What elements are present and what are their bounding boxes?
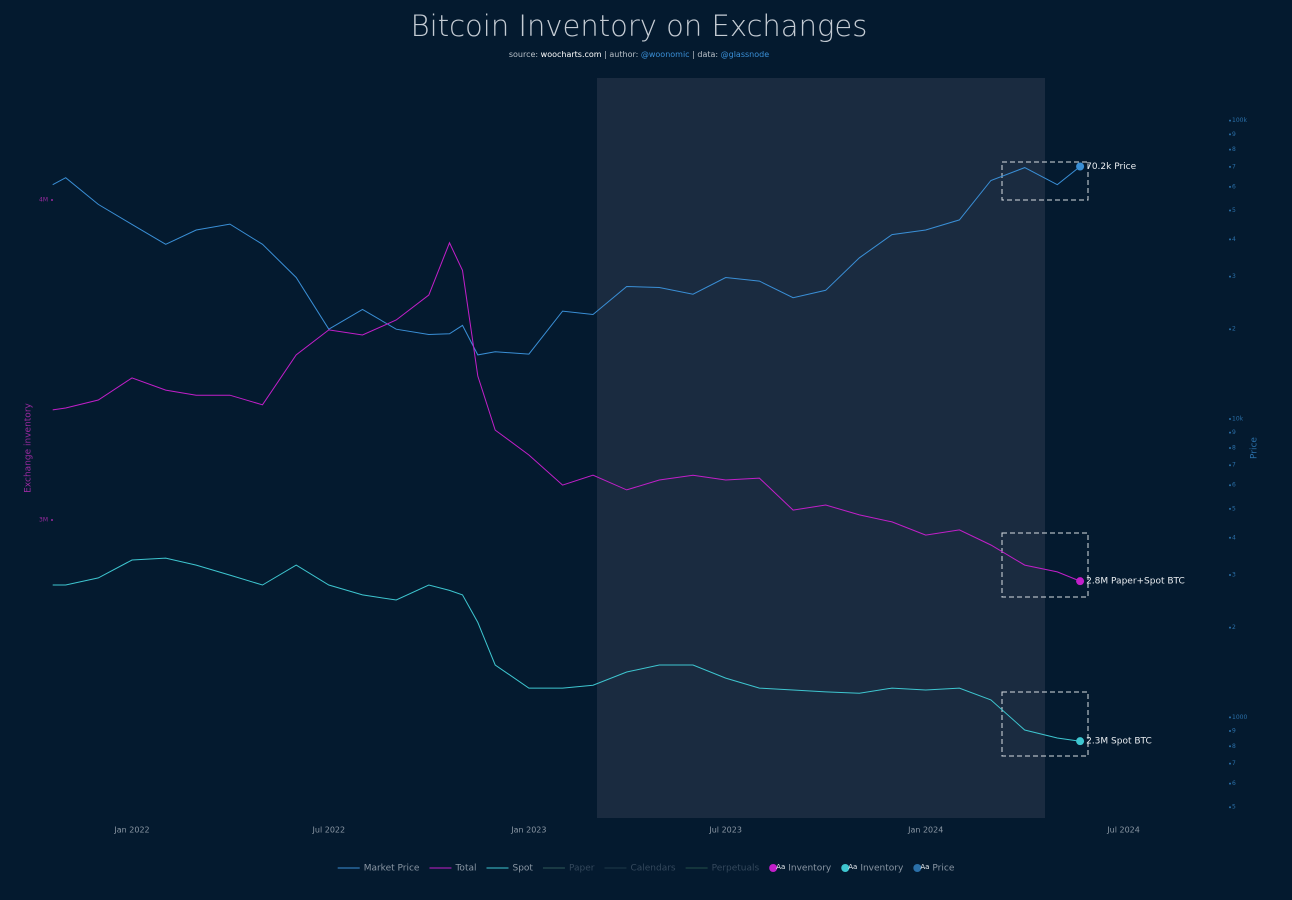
chart-subtitle: source: woocharts.com | author: @woonomi… bbox=[509, 50, 769, 59]
subtitle-part: @glassnode bbox=[721, 50, 770, 59]
y-tick-label: 4M bbox=[39, 196, 48, 203]
y2-tick-label: 4 bbox=[1232, 236, 1236, 243]
legend-label: Calendars bbox=[630, 864, 675, 874]
y2-tick-mark bbox=[1229, 484, 1231, 487]
x-tick-label: Jul 2022 bbox=[312, 826, 346, 835]
legend-label: Perpetuals bbox=[712, 864, 760, 874]
y-tick-mark bbox=[51, 198, 53, 201]
y2-tick-label: 9 bbox=[1232, 429, 1236, 436]
series-line bbox=[52, 557, 1081, 742]
legend: Market Price Total Spot Paper Calendars Perpe… bbox=[337, 863, 955, 874]
y2-tick-label: 7 bbox=[1232, 760, 1236, 767]
y2-tick-mark bbox=[1229, 238, 1231, 241]
end-marker bbox=[1076, 162, 1085, 171]
y2-tick-mark bbox=[1229, 782, 1231, 785]
y2-axis-title: Price bbox=[1250, 437, 1260, 459]
y2-tick-label: 7 bbox=[1232, 462, 1236, 469]
legend-label: Inventory bbox=[860, 864, 904, 874]
y2-tick-label: 5 bbox=[1232, 804, 1236, 811]
legend-label: Total bbox=[454, 864, 476, 874]
end-marker bbox=[1076, 577, 1085, 586]
legend-label: Price bbox=[932, 864, 954, 874]
y2-tick-mark bbox=[1229, 730, 1231, 733]
subtitle-part: @woonomic bbox=[641, 50, 690, 59]
annotation: 70.2k Price bbox=[1086, 162, 1137, 172]
y2-tick-mark bbox=[1229, 119, 1231, 122]
y2-tick-mark bbox=[1229, 762, 1231, 765]
highlight-box bbox=[1001, 161, 1089, 201]
y2-tick-mark bbox=[1229, 133, 1231, 136]
y2-tick-label: 8 bbox=[1232, 146, 1236, 153]
legend-symbol: Aa bbox=[920, 863, 929, 871]
chart-title: Bitcoin Inventory on Exchanges bbox=[411, 9, 868, 43]
y2-tick-label: 6 bbox=[1232, 183, 1236, 190]
y-tick-label: 3M bbox=[39, 517, 48, 524]
annotation: 2.3M Spot BTC bbox=[1086, 737, 1152, 747]
end-marker bbox=[1076, 737, 1085, 746]
y2-tick-mark bbox=[1229, 418, 1231, 421]
y2-tick-mark bbox=[1229, 464, 1231, 467]
y2-tick-label: 3 bbox=[1232, 572, 1236, 579]
y2-tick-mark bbox=[1229, 745, 1231, 748]
y2-tick-mark bbox=[1229, 446, 1231, 449]
y2-tick-label: 8 bbox=[1232, 444, 1236, 451]
y2-tick-label: 3 bbox=[1232, 273, 1236, 280]
y2-tick-mark bbox=[1229, 328, 1231, 331]
annotation: 2.8M Paper+Spot BTC bbox=[1086, 577, 1185, 587]
y2-tick-mark bbox=[1229, 507, 1231, 510]
legend-symbol: Aa bbox=[776, 863, 785, 871]
y-tick-mark bbox=[51, 519, 53, 522]
y2-tick-mark bbox=[1229, 536, 1231, 539]
y2-tick-label: 5 bbox=[1232, 207, 1236, 214]
subtitle-part: source: bbox=[509, 50, 541, 59]
legend-marker bbox=[769, 864, 778, 872]
y2-tick-label: 2 bbox=[1232, 326, 1236, 333]
highlight-boxes bbox=[1001, 161, 1089, 757]
y2-tick-mark bbox=[1229, 431, 1231, 434]
y-axis-title: Exchange inventory bbox=[24, 402, 34, 492]
legend-marker bbox=[913, 864, 922, 872]
y2-tick-label: 6 bbox=[1232, 780, 1236, 787]
y2-tick-mark bbox=[1229, 185, 1231, 188]
y2-tick-mark bbox=[1229, 165, 1231, 168]
legend-label: Paper bbox=[569, 864, 595, 874]
x-tick-label: Jan 2024 bbox=[907, 826, 943, 835]
y2-tick-label: 4 bbox=[1232, 534, 1236, 541]
y2-tick-label: 8 bbox=[1232, 743, 1236, 750]
y2-tick-mark bbox=[1229, 275, 1231, 278]
y2-tick-mark bbox=[1229, 574, 1231, 577]
subtitle-part: | author: bbox=[602, 50, 641, 59]
legend-label: Market Price bbox=[364, 864, 420, 874]
y2-tick-label: 2 bbox=[1232, 624, 1236, 631]
y2-tick-label: 9 bbox=[1232, 728, 1236, 735]
legend-marker bbox=[841, 864, 850, 872]
y2-tick-mark bbox=[1229, 209, 1231, 212]
series-line bbox=[52, 166, 1081, 356]
y2-tick-mark bbox=[1229, 626, 1231, 629]
y2-tick-mark bbox=[1229, 148, 1231, 151]
series-line bbox=[52, 241, 1081, 582]
x-tick-label: Jul 2024 bbox=[1106, 826, 1140, 835]
legend-label: Inventory bbox=[788, 864, 832, 874]
legend-symbol: Aa bbox=[848, 863, 857, 871]
subtitle-part: woocharts.com bbox=[541, 50, 602, 59]
y2-tick-label: 1000 bbox=[1232, 714, 1247, 721]
y2-tick-label: 7 bbox=[1232, 163, 1236, 170]
highlight-box bbox=[1001, 532, 1089, 598]
legend-label: Spot bbox=[512, 864, 533, 874]
highlight-region bbox=[597, 78, 1045, 818]
y2-tick-label: 9 bbox=[1232, 131, 1236, 138]
x-tick-label: Jan 2022 bbox=[113, 826, 149, 835]
x-tick-label: Jul 2023 bbox=[708, 826, 742, 835]
y2-tick-label: 6 bbox=[1232, 482, 1236, 489]
highlight-box bbox=[1001, 691, 1089, 757]
y2-tick-mark bbox=[1229, 806, 1231, 809]
y2-tick-mark bbox=[1229, 716, 1231, 719]
y2-tick-label: 100k bbox=[1232, 117, 1247, 124]
x-tick-label: Jan 2023 bbox=[510, 826, 546, 835]
y2-tick-label: 10k bbox=[1232, 416, 1244, 423]
y2-tick-label: 5 bbox=[1232, 505, 1236, 512]
subtitle-part: | data: bbox=[690, 50, 721, 59]
